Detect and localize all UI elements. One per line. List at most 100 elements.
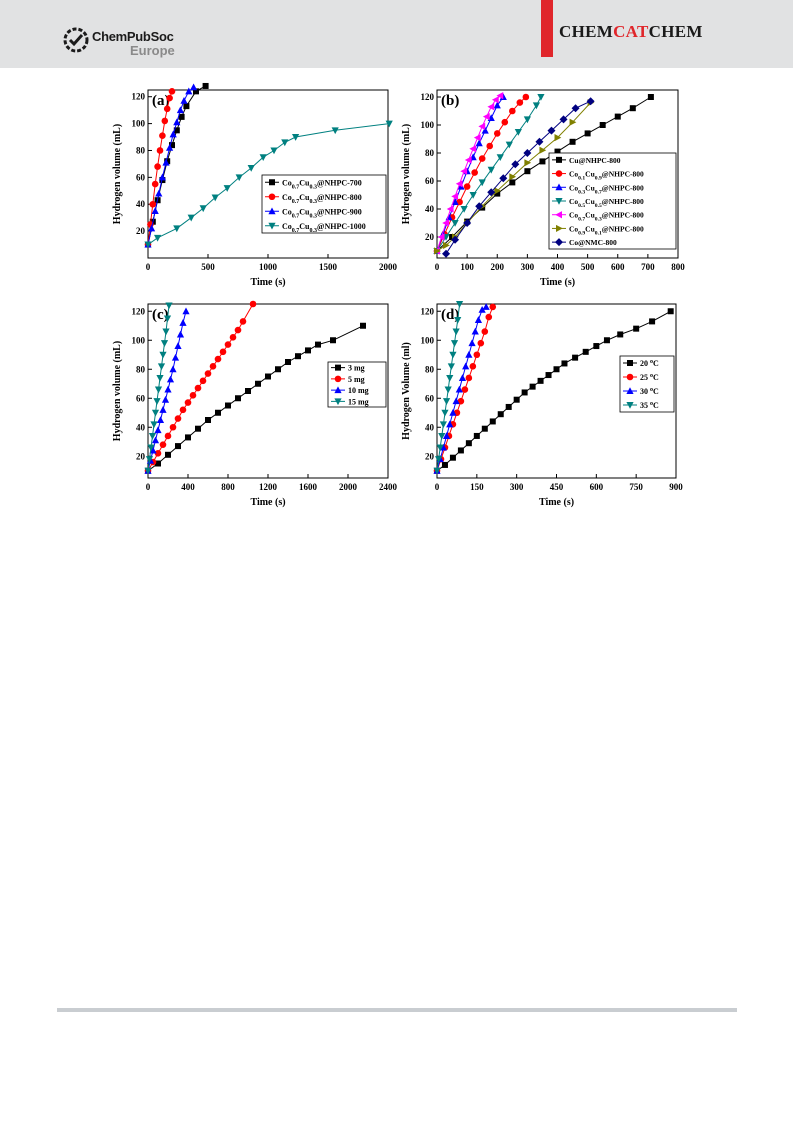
- data-point: [553, 366, 560, 373]
- data-point: [460, 206, 468, 213]
- data-point: [199, 377, 207, 385]
- legend-label-part: 5 mg: [348, 375, 365, 384]
- data-point: [184, 399, 192, 406]
- y-tick-label: 100: [132, 335, 146, 345]
- data-point: [482, 303, 490, 310]
- x-tick-label: 0: [146, 482, 151, 492]
- data-point: [144, 241, 152, 249]
- data-point: [151, 436, 160, 444]
- legend-entry-label: Co0.3Cu0.7@NHPC-800: [569, 183, 644, 195]
- data-point: [463, 183, 471, 190]
- data-point: [441, 461, 448, 468]
- legend-entry-label: Co@NMC-800: [569, 238, 617, 247]
- data-point: [155, 460, 161, 467]
- data-point: [155, 189, 163, 197]
- y-tick-label: 80: [425, 148, 435, 158]
- legend-label-part: 0.1: [578, 176, 585, 182]
- legend-entry-label: Co0.7Cu0.3@NHPC-800: [569, 211, 644, 223]
- data-point: [150, 421, 158, 429]
- data-point: [149, 446, 157, 454]
- legend-label-part: C: [653, 359, 659, 368]
- data-point: [385, 120, 393, 128]
- legend-entry-label: Co0.7Cu0.3@NHPC-900: [282, 207, 362, 219]
- y-tick-label: 100: [421, 335, 435, 345]
- y-tick-label: 80: [136, 364, 146, 374]
- data-point: [443, 241, 450, 249]
- legend-label-part: 35: [640, 401, 650, 410]
- legend-label-part: o: [650, 401, 653, 407]
- legend-label-part: 0.1: [595, 230, 602, 236]
- data-point: [165, 302, 173, 310]
- legend-label-part: Co: [282, 178, 292, 187]
- legend-label-part: Cu: [585, 170, 595, 179]
- legend-label-part: Cu: [585, 197, 595, 206]
- data-point: [487, 166, 495, 174]
- data-point: [162, 328, 170, 336]
- data-point: [532, 102, 541, 110]
- data-point: [523, 116, 531, 124]
- data-point: [164, 385, 172, 393]
- legend-label-part: Co: [282, 193, 292, 202]
- data-point: [209, 363, 217, 370]
- data-point: [275, 366, 281, 373]
- data-point: [524, 168, 531, 175]
- legend-swatch-marker: [555, 198, 563, 205]
- data-point: [559, 115, 568, 124]
- data-point: [185, 87, 193, 95]
- x-tick-label: 1200: [259, 482, 278, 492]
- legend-entry-label: Co0.9Cu0.1@NHPC-800: [569, 224, 644, 236]
- legend-label-part: @NHPC-800: [602, 224, 644, 233]
- data-point: [159, 132, 166, 139]
- data-point: [156, 374, 164, 382]
- legend-swatch-marker: [626, 387, 634, 394]
- data-point: [292, 134, 300, 141]
- x-axis-label: Time (s): [250, 497, 285, 508]
- data-point: [473, 351, 481, 359]
- data-point: [522, 93, 530, 101]
- data-point: [458, 374, 467, 381]
- data-point: [161, 395, 170, 403]
- x-tick-label: 150: [470, 482, 484, 492]
- data-point: [464, 156, 472, 164]
- data-point: [182, 307, 190, 315]
- data-point: [446, 205, 454, 213]
- y-tick-label: 20: [425, 451, 435, 461]
- data-point: [554, 134, 562, 142]
- x-tick-label: 500: [201, 262, 215, 272]
- x-tick-label: 300: [510, 482, 524, 492]
- data-point: [173, 118, 181, 126]
- x-tick-label: 2400: [379, 482, 398, 492]
- data-point: [603, 337, 610, 344]
- legend-label-part: Co: [569, 211, 578, 220]
- data-point: [437, 233, 445, 241]
- data-point: [295, 353, 301, 360]
- legend: Co0.7Cu0.3@NHPC-700Co0.7Cu0.3@NHPC-800Co…: [261, 174, 387, 234]
- data-point: [535, 137, 544, 146]
- y-axis-label: Hydrogen volume (mL): [112, 341, 123, 441]
- data-point: [161, 117, 169, 125]
- legend-swatch-marker: [627, 360, 633, 366]
- legend-label-part: Co@NMC-800: [569, 238, 617, 247]
- data-point: [509, 107, 516, 115]
- data-point: [469, 192, 477, 199]
- data-point: [434, 247, 441, 255]
- x-tick-label: 0: [435, 262, 440, 272]
- x-tick-label: 1500: [319, 262, 338, 272]
- chart-panel-4: 0 150 300 450 600 750 900 20 40 60 80 100 120 Time (s…: [401, 301, 683, 508]
- data-point: [176, 106, 184, 114]
- legend-label-part: 20: [640, 359, 650, 368]
- data-point: [442, 432, 451, 439]
- data-point: [478, 122, 486, 130]
- legend-swatch-marker: [555, 211, 562, 219]
- data-point: [521, 389, 528, 396]
- data-point: [482, 113, 490, 121]
- data-point: [199, 205, 207, 213]
- data-point: [457, 397, 465, 405]
- y-tick-label: 20: [136, 226, 146, 236]
- data-point: [509, 179, 516, 186]
- data-point: [475, 139, 483, 147]
- series-7: [442, 97, 595, 258]
- series-1: [434, 308, 674, 474]
- y-tick-label: 20: [425, 232, 435, 242]
- data-point: [185, 434, 191, 441]
